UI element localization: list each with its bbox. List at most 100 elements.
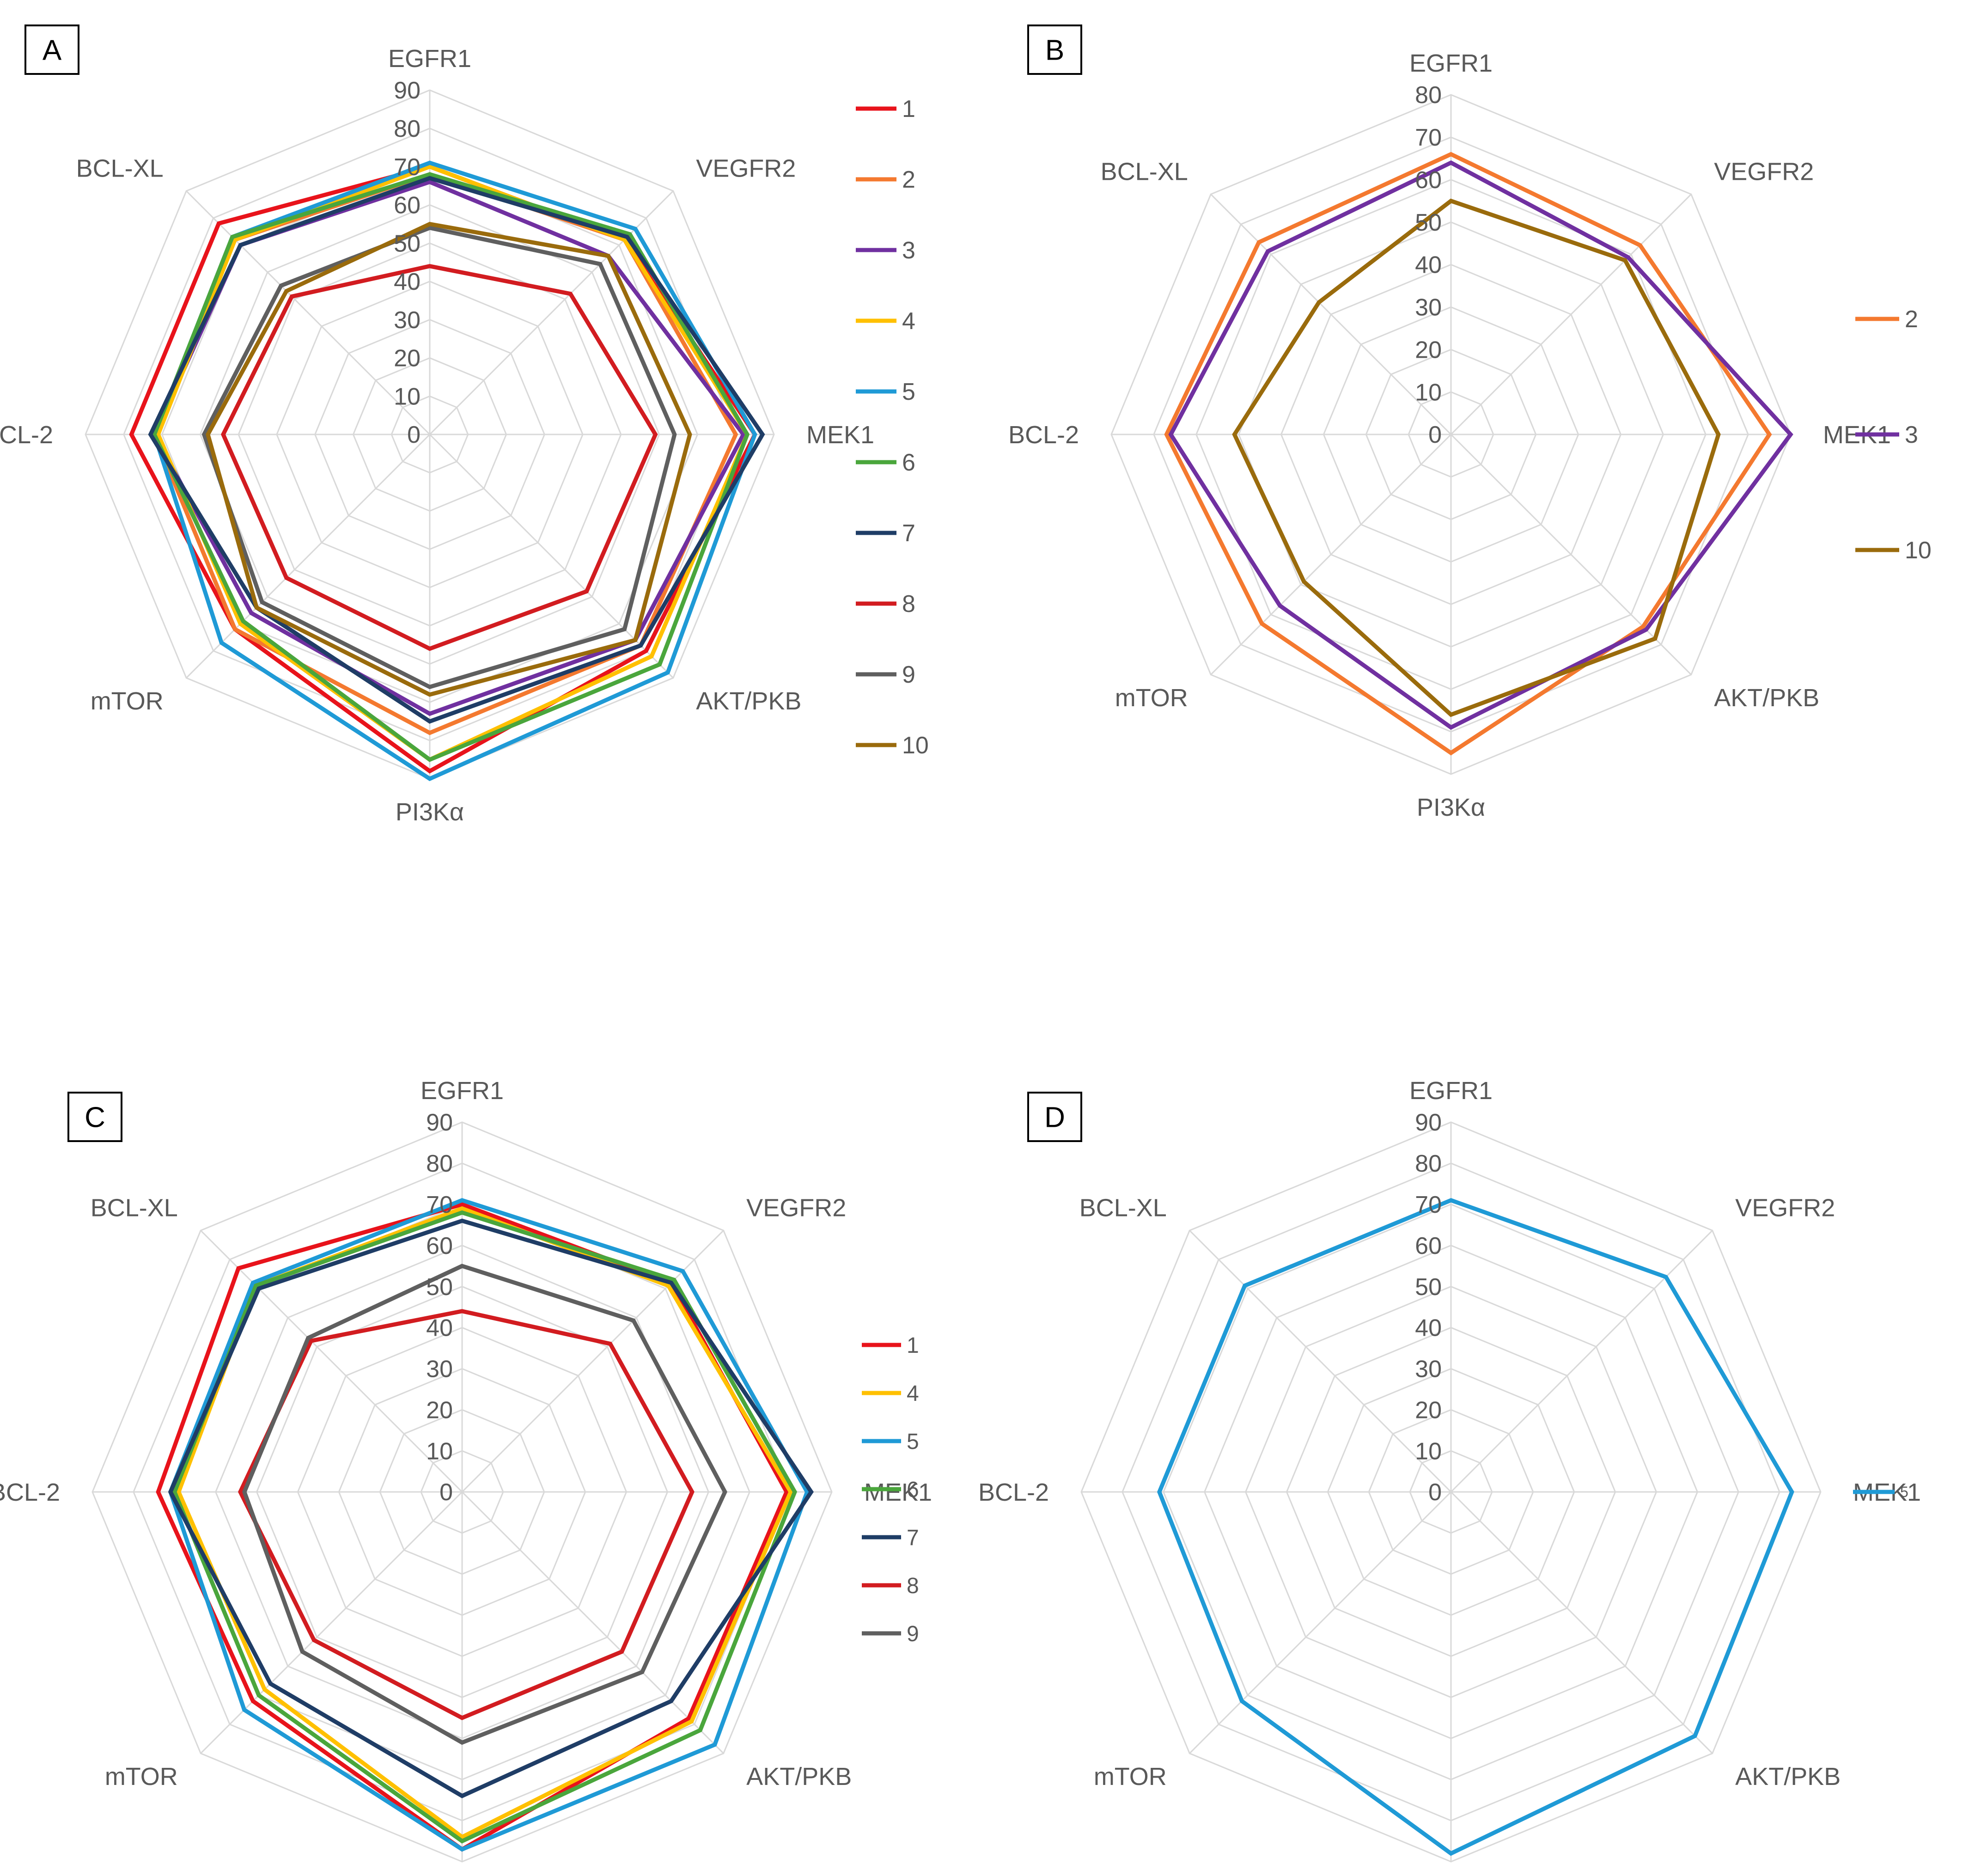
- axis-label: AKT/PKB: [696, 687, 801, 715]
- grid-spoke: [461, 1491, 724, 1754]
- grid-spoke: [429, 190, 674, 435]
- axis-label: mTOR: [91, 687, 164, 715]
- axis-label: VEGFR2: [1735, 1194, 1835, 1222]
- tick-label: 30: [426, 1356, 453, 1383]
- tick-label: 0: [1428, 422, 1442, 448]
- legend-label: 4: [907, 1381, 919, 1406]
- tick-label: 20: [426, 1397, 453, 1424]
- series-7-line: [168, 1218, 814, 1798]
- legend-label: 10: [1905, 537, 1932, 564]
- axis-label: AKT/PKB: [746, 1763, 852, 1790]
- series-8-line: [221, 264, 658, 651]
- tick-label: 50: [1415, 209, 1442, 236]
- tick-label: 70: [1415, 124, 1442, 151]
- grid-spoke: [200, 1230, 463, 1493]
- panel-label-box: [67, 1092, 122, 1142]
- axis-label: BCL-XL: [1101, 158, 1188, 186]
- grid-spoke: [1189, 1230, 1452, 1493]
- grid-spoke: [1450, 1230, 1713, 1493]
- tick-label: 20: [1415, 336, 1442, 363]
- series-9-line: [242, 1264, 727, 1745]
- axis-label: BCL-2: [1008, 421, 1079, 449]
- axis-label: mTOR: [1115, 684, 1188, 712]
- tick-label: 80: [1415, 82, 1442, 109]
- legend-label: 7: [907, 1526, 919, 1550]
- axis-label: AKT/PKB: [1735, 1763, 1841, 1790]
- legend-label: 5: [907, 1430, 919, 1454]
- legend-label: 10: [902, 732, 929, 759]
- grid-spoke: [186, 434, 431, 678]
- grid-spoke: [1189, 1491, 1452, 1754]
- legend-label: 1: [907, 1333, 919, 1358]
- tick-label: 80: [394, 116, 421, 142]
- axis-label: AKT/PKB: [1714, 684, 1819, 712]
- panel-a: A 0 10 20 30 40 50 60 70 80 90 EGFR1 VEGFR2 MEK1 AKT/P…: [0, 24, 929, 826]
- tick-label: 40: [394, 269, 421, 295]
- axis-label: MEK1: [864, 1479, 932, 1506]
- panel-d: D0102030405060708090EGFR1VEGFR2MEK1AKT/P…: [978, 1077, 1921, 1863]
- grid-spoke: [1450, 1491, 1713, 1754]
- legend-label: 8: [902, 591, 915, 617]
- tick-label: 60: [394, 192, 421, 219]
- panel-label-box: [1027, 24, 1082, 75]
- series-2-line: [1164, 152, 1772, 756]
- tick-label: 50: [426, 1274, 453, 1301]
- tick-label: 20: [1415, 1397, 1442, 1424]
- axis-label: BCL-2: [0, 1479, 60, 1506]
- grid-spoke: [461, 1230, 724, 1493]
- tick-label: 90: [1415, 1109, 1442, 1136]
- tick-label: 0: [407, 422, 421, 448]
- axis-label: BCL-XL: [1079, 1194, 1167, 1222]
- tick-label: 70: [1415, 1192, 1442, 1218]
- tick-label: 40: [1415, 1315, 1442, 1342]
- tick-label: 10: [394, 383, 421, 410]
- tick-label: 50: [394, 230, 421, 257]
- axis-label: VEGFR2: [696, 155, 796, 183]
- tick-label: 70: [426, 1192, 453, 1218]
- series-9-line: [201, 226, 677, 690]
- legend-label: 8: [907, 1574, 919, 1598]
- tick-label: 90: [394, 77, 421, 104]
- legend-label: 9: [907, 1622, 919, 1646]
- panel-label: B: [1045, 35, 1064, 67]
- tick-label: 10: [1415, 1438, 1442, 1465]
- axis-label: EGFR1: [421, 1077, 504, 1105]
- legend-label: 5: [902, 379, 915, 405]
- tick-label: 20: [394, 345, 421, 372]
- tick-label: 30: [1415, 1356, 1442, 1383]
- tick-label: 40: [1415, 252, 1442, 279]
- tick-label: 0: [439, 1479, 453, 1506]
- panel-label-box: [24, 24, 79, 75]
- axis-label: PI3Kα: [396, 798, 464, 826]
- panel-c: C 0 10 20 30 40 50 60 70 80 90 EGFR1 VEGFR2 MEK1 AKT/P…: [0, 1077, 932, 1863]
- axis-label: BCL-XL: [91, 1194, 178, 1222]
- tick-label: 80: [1415, 1150, 1442, 1177]
- grid-spoke: [1210, 194, 1452, 435]
- tick-label: 80: [426, 1150, 453, 1177]
- grid-spoke: [1210, 434, 1452, 675]
- series-3-line: [1168, 160, 1793, 730]
- legend: 1 2 3 4 5 6 7 8 9 10: [856, 96, 929, 759]
- legend-label: 4: [902, 308, 915, 335]
- legend-label: 7: [902, 520, 915, 547]
- axis-label: MEK1: [806, 421, 874, 449]
- legend-label: 6: [902, 449, 915, 476]
- series-10-line: [1232, 198, 1721, 717]
- tick-label: 90: [426, 1109, 453, 1136]
- legend-label: 3: [1905, 422, 1918, 448]
- axis-label: BCL-2: [978, 1479, 1049, 1506]
- axis-label: EGFR1: [388, 45, 471, 73]
- series-5-line: [168, 1198, 810, 1852]
- axis-label: EGFR1: [1409, 1077, 1493, 1105]
- tick-label: 10: [1415, 379, 1442, 406]
- panel-label: C: [85, 1102, 105, 1134]
- tick-label: 30: [394, 307, 421, 334]
- panel-label: D: [1044, 1102, 1065, 1134]
- legend-label: 2: [1905, 306, 1918, 333]
- axis-label: EGFR1: [1409, 49, 1493, 77]
- tick-label: 70: [394, 154, 421, 181]
- tick-label: 60: [1415, 167, 1442, 194]
- axis-label: mTOR: [1094, 1763, 1167, 1790]
- series-10-line: [206, 222, 692, 697]
- axis-label: PI3Kα: [1417, 794, 1485, 821]
